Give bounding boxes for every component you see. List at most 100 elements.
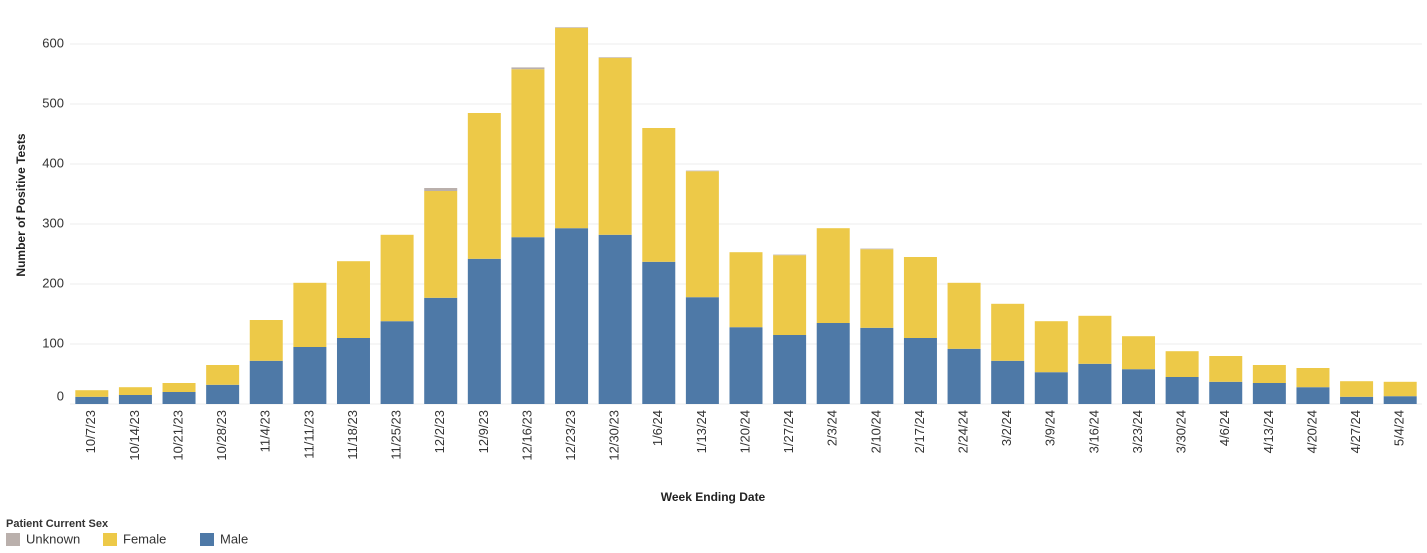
bar-segment <box>1252 365 1286 383</box>
bar-segment <box>1209 381 1243 404</box>
y-tick-label: 0 <box>57 388 64 403</box>
bar-segment <box>1296 368 1330 388</box>
x-tick-label: 12/30/23 <box>607 410 622 461</box>
x-tick-label: 2/17/24 <box>912 410 927 453</box>
x-tick-label: 12/16/23 <box>519 410 534 461</box>
x-tick-label: 11/4/23 <box>258 410 273 452</box>
bar-segment <box>118 395 152 404</box>
legend-swatch <box>6 533 20 546</box>
x-tick-label: 12/2/23 <box>432 410 447 453</box>
x-tick-label: 4/13/24 <box>1261 410 1276 453</box>
x-tick-label: 11/25/23 <box>389 410 404 460</box>
x-tick-label: 4/27/24 <box>1348 410 1363 453</box>
bar-segment <box>1122 369 1156 404</box>
bar-segment <box>860 249 894 328</box>
bar-segment <box>816 228 850 323</box>
x-tick-label: 5/4/24 <box>1392 410 1407 446</box>
bar-segment <box>467 258 501 404</box>
x-tick-label: 12/23/23 <box>563 410 578 461</box>
bar-segment <box>1122 336 1156 370</box>
bar-segment <box>380 321 414 404</box>
bar-segment <box>729 327 763 404</box>
x-tick-label: 2/3/24 <box>825 410 840 446</box>
x-tick-label: 10/14/23 <box>127 410 142 461</box>
bar-segment <box>75 396 109 404</box>
bar-segment <box>1252 383 1286 404</box>
bar-segment <box>293 347 327 404</box>
bar-segment <box>1165 351 1199 377</box>
bar-segment <box>118 387 152 395</box>
bar-segment <box>1296 387 1330 404</box>
bar-segment <box>162 383 196 392</box>
x-tick-label: 10/28/23 <box>214 410 229 461</box>
legend-title: Patient Current Sex <box>6 518 109 530</box>
legend-label: Male <box>220 531 248 546</box>
bar-segment <box>380 234 414 322</box>
bar-segment <box>555 228 589 404</box>
bar-segment <box>467 113 501 259</box>
x-tick-label: 2/10/24 <box>868 410 883 453</box>
bar-segment <box>598 57 632 235</box>
x-tick-label: 1/13/24 <box>694 410 709 453</box>
bar-segment <box>424 188 458 191</box>
bar-segment <box>206 365 240 385</box>
bar-segment <box>1165 377 1199 404</box>
x-tick-label: 1/27/24 <box>781 410 796 453</box>
bar-segment <box>1078 363 1112 404</box>
bar-segment <box>729 252 763 328</box>
x-tick-label: 4/20/24 <box>1304 410 1319 453</box>
bar-segment <box>642 261 676 404</box>
x-axis-title: Week Ending Date <box>661 490 766 504</box>
bar-segment <box>1209 356 1243 382</box>
bar-segment <box>773 255 807 335</box>
bar-segment <box>555 27 589 28</box>
x-tick-label: 4/6/24 <box>1217 410 1232 446</box>
x-tick-label: 1/6/24 <box>650 410 665 446</box>
bar-segment <box>860 248 894 250</box>
y-axis-title: Number of Positive Tests <box>14 133 28 276</box>
bar-segment <box>293 282 327 347</box>
bar-segment <box>685 171 719 298</box>
bar-segment <box>903 338 937 404</box>
bar-segment <box>1034 321 1068 373</box>
bar-segment <box>773 335 807 404</box>
y-tick-label: 600 <box>42 35 64 50</box>
legend-swatch <box>200 533 214 546</box>
x-tick-label: 12/9/23 <box>476 410 491 453</box>
y-tick-label: 500 <box>42 95 64 110</box>
x-tick-label: 3/2/24 <box>999 410 1014 446</box>
bar-segment <box>947 348 981 404</box>
bar-segment <box>1383 381 1417 397</box>
x-tick-label: 3/9/24 <box>1043 410 1058 446</box>
legend-label: Unknown <box>26 531 80 546</box>
bar-segment <box>336 338 370 404</box>
bar-segment <box>424 191 458 298</box>
x-tick-label: 3/30/24 <box>1174 410 1189 453</box>
bar-segment <box>947 282 981 349</box>
y-tick-label: 400 <box>42 155 64 170</box>
x-tick-label: 2/24/24 <box>956 410 971 453</box>
x-tick-label: 11/11/23 <box>301 410 316 459</box>
bar-segment <box>816 323 850 404</box>
legend-swatch <box>103 533 117 546</box>
bar-segment <box>685 170 719 172</box>
x-tick-label: 3/23/24 <box>1130 410 1145 453</box>
bar-segment <box>162 392 196 404</box>
x-tick-label: 1/20/24 <box>737 410 752 453</box>
x-tick-label: 10/21/23 <box>170 410 185 461</box>
y-tick-label: 200 <box>42 275 64 290</box>
bar-segment <box>555 27 589 229</box>
y-tick-label: 300 <box>42 215 64 230</box>
bar-segment <box>598 234 632 404</box>
bar-segment <box>206 384 240 404</box>
bar-segment <box>773 254 807 256</box>
bar-segment <box>336 261 370 338</box>
bar-segment <box>424 297 458 404</box>
bar-segment <box>1034 372 1068 404</box>
bar-segment <box>860 327 894 404</box>
y-tick-label: 100 <box>42 335 64 350</box>
bar-segment <box>249 360 283 404</box>
bar-segment <box>511 69 545 238</box>
x-tick-label: 11/18/23 <box>345 410 360 460</box>
